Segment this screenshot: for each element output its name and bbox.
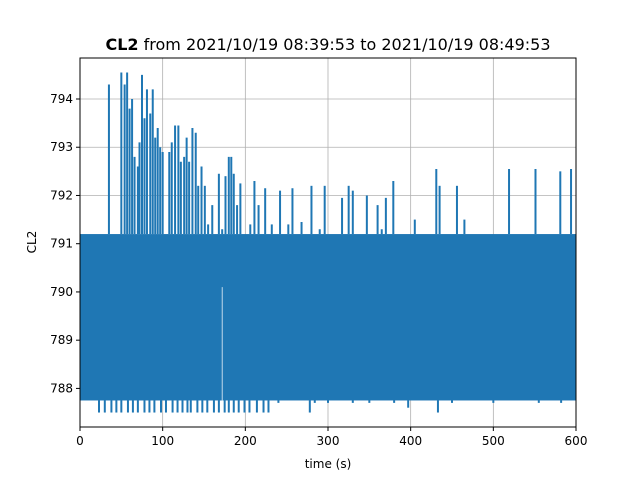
x-tick-label: 600 [565,434,588,448]
chart-title-bold: CL2 [105,35,138,54]
y-tick-label: 793 [50,140,73,154]
ticks: 0 100 200 300 400 500 600 788 789 790 791 792 793 794 [50,92,587,448]
series-line [80,72,576,413]
x-tick-label: 400 [399,434,422,448]
chart-title-rest: from 2021/10/19 08:39:53 to 2021/10/19 0… [139,35,551,54]
y-tick-label: 791 [50,237,73,251]
x-axis-label: time (s) [305,457,352,471]
x-tick-label: 300 [317,434,340,448]
axes-frame [79,57,577,428]
y-tick-label: 788 [50,381,73,395]
series-band [80,234,576,401]
x-tick-label: 500 [482,434,505,448]
y-tick-label: 789 [50,333,73,347]
y-tick-label: 790 [50,285,73,299]
x-tick-label: 200 [234,434,257,448]
chart-title: CL2 from 2021/10/19 08:39:53 to 2021/10/… [105,35,550,54]
x-tick-label: 100 [151,434,174,448]
x-tick-label: 0 [76,434,84,448]
y-axis-label: CL2 [25,231,39,254]
y-tick-label: 792 [50,188,73,202]
y-tick-label: 794 [50,92,73,106]
